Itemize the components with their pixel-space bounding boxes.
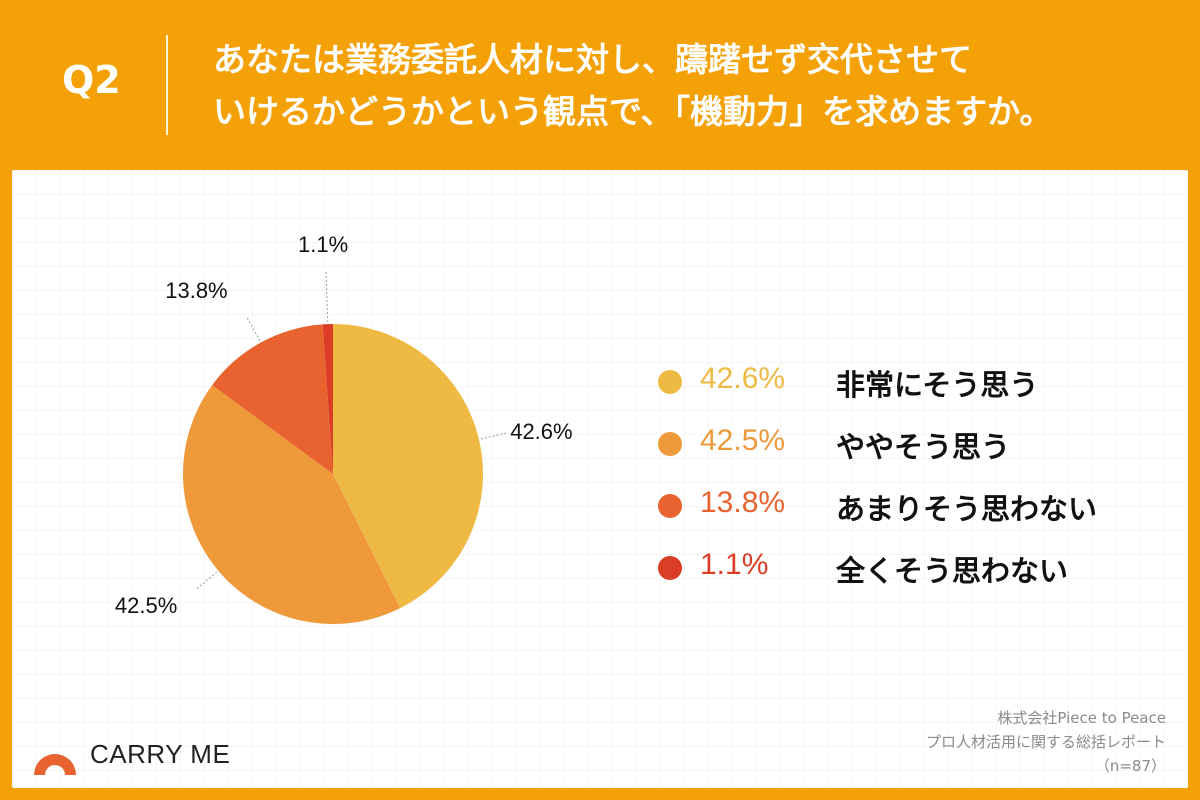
legend-label-2: あまりそう思わない: [836, 492, 1098, 526]
legend: 42.6% 非常にそう思う 42.5% ややそう思う 13.8% あまりそう思わ…: [658, 362, 1138, 610]
question-text: あなたは業務委託人材に対し、躊躇せず交代させて いけるかどうかという観点で、「機…: [213, 34, 1173, 138]
pie-slice-1: [182, 385, 401, 624]
legend-label-3: 全くそう思わない: [836, 554, 1069, 588]
legend-dot-0: [658, 370, 682, 394]
source-report: プロ人材活用に関する総括レポート: [925, 733, 1166, 751]
legend-dot-2: [658, 494, 682, 518]
leader-line-0: [480, 432, 507, 440]
legend-pct-3: 1.1%: [700, 548, 769, 581]
brand-name: CARRY ME: [90, 739, 231, 769]
pie-slice-3: [322, 324, 333, 474]
legend-item-0: 42.6% 非常にそう思う: [658, 362, 1138, 424]
legend-label-0: 非常にそう思う: [836, 368, 1039, 402]
carry-me-logo-icon: [34, 754, 76, 775]
leader-line-2: [246, 317, 261, 342]
legend-dot-1: [658, 432, 682, 456]
legend-label-1: ややそう思う: [836, 430, 1011, 464]
question-line-2: いけるかどうかという観点で、「機動力」を求めますか。: [213, 92, 1053, 131]
chart-panel: 42.6% 42.5% 13.8% 1.1% 42.6% 非常にそう思う 42.5% …: [12, 170, 1188, 788]
source-sample-size: （n=87）: [1094, 757, 1166, 775]
pie-slice-0: [333, 324, 483, 609]
question-number: Q2: [62, 58, 121, 102]
leader-line-1: [196, 571, 218, 590]
header-divider: [166, 35, 168, 135]
pie-slice-2: [212, 324, 333, 474]
pie-data-label-0: 42.6%: [510, 418, 573, 444]
legend-pct-0: 42.6%: [700, 362, 786, 395]
legend-item-2: 13.8% あまりそう思わない: [658, 486, 1138, 548]
pie-data-label-3: 1.1%: [298, 232, 349, 258]
legend-item-3: 1.1% 全くそう思わない: [658, 548, 1138, 610]
pie-slices: [182, 324, 483, 624]
source-note: 株式会社Piece to Peace プロ人材活用に関する総括レポート （n=8…: [926, 706, 1166, 778]
leader-line-3: [325, 272, 329, 323]
label-leader-lines: [196, 272, 507, 590]
legend-pct-2: 13.8%: [700, 486, 786, 519]
source-company: 株式会社Piece to Peace: [997, 709, 1166, 727]
pie-data-label-2: 13.8%: [165, 278, 228, 304]
question-line-1: あなたは業務委託人材に対し、躊躇せず交代させて: [213, 40, 972, 79]
pie-data-label-1: 42.5%: [114, 592, 178, 618]
legend-item-1: 42.5% ややそう思う: [658, 424, 1138, 486]
legend-pct-1: 42.5%: [700, 424, 786, 457]
question-header: Q2 あなたは業務委託人材に対し、躊躇せず交代させて いけるかどうかという観点で…: [0, 0, 1200, 170]
legend-dot-3: [658, 556, 682, 580]
pie-chart: [182, 272, 507, 624]
